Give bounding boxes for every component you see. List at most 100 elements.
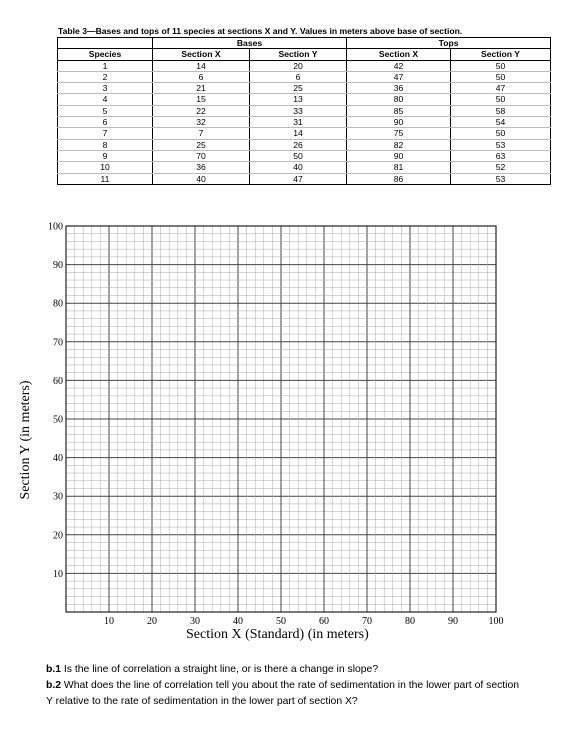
y-tick-label: 20	[53, 530, 63, 541]
table-cell: 50	[450, 59, 552, 72]
column-header: Section X	[152, 48, 250, 61]
table-cell: 1	[57, 59, 153, 72]
table-cell: 75	[346, 127, 452, 140]
table-cell: 13	[248, 93, 348, 106]
table-cell: 7	[152, 127, 250, 140]
table-cell: 50	[248, 149, 348, 163]
y-tick-label: 50	[53, 415, 63, 426]
table-cell: 50	[450, 93, 552, 106]
group-header-bases: Bases	[151, 36, 348, 50]
table-cell: 15	[152, 93, 250, 106]
question-text: Is the line of correlation a straight li…	[61, 664, 379, 675]
table-cell: 53	[450, 172, 552, 185]
table-corner	[57, 36, 153, 50]
x-tick-label: 50	[276, 616, 286, 627]
y-tick-label: 80	[53, 299, 63, 310]
table-cell: 6	[248, 70, 348, 84]
question-b1: b.1 Is the line of correlation a straigh…	[46, 662, 526, 678]
table-cell: 14	[152, 59, 250, 72]
column-header: Section X	[346, 48, 452, 61]
x-axis-label: Section X (Standard) (in meters)	[186, 627, 369, 642]
table-cell: 50	[450, 127, 552, 140]
table-row: 9 70 50 90 63	[57, 149, 552, 163]
x-tick-label: 10	[104, 616, 114, 627]
x-tick-label: 40	[233, 616, 243, 627]
table-cell: 86	[346, 172, 452, 185]
table-row: 5 22 33 85 58	[57, 104, 552, 118]
y-tick-label: 60	[53, 376, 63, 387]
table-cell: 26	[248, 138, 348, 151]
graph-paper: 10 20 30 40 50 60 70 80 90 100 10 20 30 40 50 60 70 80 90…	[48, 222, 504, 628]
question-label: b.1	[46, 664, 62, 675]
table-row: 8 25 26 82 53	[57, 138, 552, 151]
x-tick-label: 70	[362, 616, 372, 627]
table-cell: 3	[57, 82, 153, 95]
x-tick-label: 90	[448, 616, 458, 627]
table-cell: 47	[248, 172, 348, 185]
table-caption: Table 3—Bases and tops of 11 species at …	[58, 26, 463, 36]
x-tick-label: 20	[147, 616, 157, 627]
table-cell: 8	[57, 138, 153, 151]
y-tick-label: 40	[53, 453, 63, 464]
y-tick-labels: 10 20 30 40 50 60 70 80 90 100	[48, 222, 63, 580]
table-cell: 2	[57, 70, 153, 84]
table-cell: 9	[57, 149, 153, 163]
table-cell: 4	[57, 93, 153, 106]
table-cell: 53	[450, 138, 552, 151]
table-cell: 82	[346, 138, 452, 151]
table-row: 4 15 13 80 50	[57, 93, 552, 106]
species-table: Bases Tops Species Section X Section Y S…	[57, 36, 552, 185]
table-row: 2 6 6 47 50	[57, 70, 552, 84]
table-cell: 40	[152, 172, 250, 185]
table-cell: 6	[152, 70, 250, 84]
table-cell: 58	[450, 104, 552, 118]
table-cell: 85	[346, 104, 452, 118]
table-cell: 40	[248, 161, 348, 174]
y-tick-label: 90	[53, 260, 63, 271]
table-cell: 81	[346, 161, 452, 174]
table-cell: 5	[57, 104, 153, 118]
table-cell: 11	[57, 172, 153, 185]
table-cell: 90	[346, 149, 452, 163]
table-cell: 7	[57, 127, 153, 140]
column-header: Species	[57, 48, 153, 61]
table-cell: 42	[346, 59, 452, 72]
table-cell: 47	[346, 70, 452, 84]
table-cell: 14	[248, 127, 348, 140]
table-cell: 36	[346, 82, 452, 95]
table-cell: 47	[450, 82, 552, 95]
x-tick-label: 60	[319, 616, 329, 627]
table-row: 3 21 25 36 47	[57, 82, 552, 95]
table-cell: 22	[152, 104, 250, 118]
table-body: 1 14 20 42 50 2 6 6 47 50 3 21 25 36 47 4 15 13 80 50 5 22 33 8…	[57, 59, 552, 185]
group-header-tops: Tops	[346, 36, 552, 50]
table-cell: 33	[248, 104, 348, 118]
table-row: 11 40 47 86 53	[57, 172, 552, 185]
table-cell: 52	[450, 161, 552, 174]
table-cell: 50	[450, 70, 552, 84]
y-tick-label: 30	[53, 492, 63, 503]
grid-border	[65, 225, 497, 613]
table-cell: 80	[346, 93, 452, 106]
table-row: 7 7 14 75 50	[57, 127, 552, 140]
table-row: 1 14 20 42 50	[57, 59, 552, 72]
y-axis-label: Section Y (in meters)	[18, 380, 33, 500]
y-tick-label: 70	[53, 337, 63, 348]
table-cell: 21	[152, 82, 250, 95]
table-cell: 6	[57, 116, 153, 129]
table-cell: 25	[248, 82, 348, 95]
x-tick-label: 80	[405, 616, 415, 627]
column-header: Section Y	[450, 48, 552, 61]
x-tick-label: 100	[489, 616, 504, 627]
question-b2: b.2 What does the line of correlation te…	[46, 678, 526, 710]
y-tick-label: 100	[48, 222, 63, 233]
table-cell: 32	[152, 116, 250, 129]
table-cell: 63	[450, 149, 552, 163]
table-cell: 90	[346, 116, 452, 129]
table-cell: 25	[152, 138, 250, 151]
graph-grid	[65, 225, 497, 613]
table-cell: 31	[248, 116, 348, 129]
column-header: Section Y	[248, 48, 348, 61]
x-tick-labels: 10 20 30 40 50 60 70 80 90 100	[104, 616, 504, 627]
question-text: What does the line of correlation tell y…	[46, 680, 520, 707]
